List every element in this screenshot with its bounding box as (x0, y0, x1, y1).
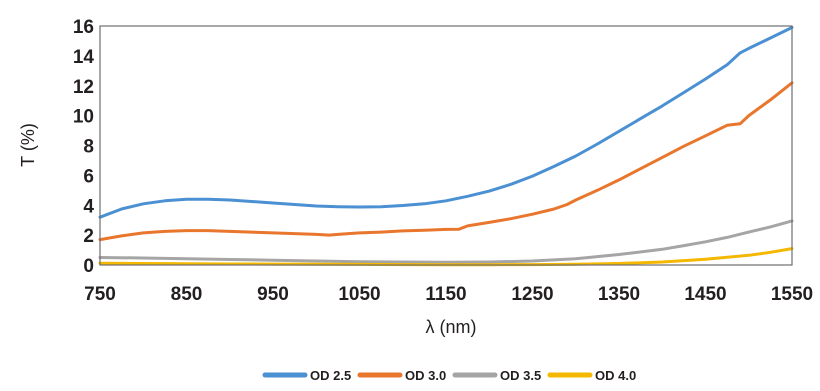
x-tick-label: 1550 (771, 284, 813, 305)
series-line-1 (98, 26, 794, 219)
x-tick-label: 1050 (338, 284, 380, 305)
y-tick-label: 10 (73, 107, 94, 128)
x-tick-label: 1250 (511, 284, 553, 305)
series-lines (98, 26, 794, 267)
y-tick-label: 8 (83, 137, 94, 158)
x-axis-label: λ (nm) (426, 317, 477, 337)
x-tick-label: 1150 (425, 284, 466, 305)
legend: OD 2.5 OD 3.0 OD 3.5 OD 4.0 (262, 368, 636, 383)
legend-label: OD 3.0 (405, 368, 446, 383)
legend-label: OD 3.5 (500, 368, 541, 383)
plot-border (99, 25, 793, 266)
x-tick-label: 1450 (684, 284, 726, 305)
series-line-2 (98, 81, 794, 242)
y-tick-label: 16 (73, 17, 94, 38)
x-tick-label: 750 (84, 284, 116, 305)
legend-label: OD 2.5 (310, 368, 351, 383)
x-tick-label: 1350 (598, 284, 640, 305)
x-tick-label: 850 (171, 284, 203, 305)
y-tick-label: 14 (73, 47, 95, 68)
legend-label: OD 4.0 (595, 368, 636, 383)
y-tick-label: 0 (83, 256, 94, 277)
x-tick-label: 950 (257, 284, 289, 305)
series-line-3 (98, 219, 794, 264)
y-tick-label: 4 (83, 196, 94, 217)
y-tick-label: 2 (83, 226, 94, 247)
y-tick-label: 12 (73, 77, 94, 98)
x-axis-ticks: 750 850 950 1050 1150 1250 1350 1450 1550 (84, 284, 813, 305)
plot-frame (99, 25, 793, 266)
y-tick-label: 6 (83, 166, 94, 187)
y-axis-label: T (%) (18, 123, 38, 167)
y-axis-ticks: 0 2 4 6 8 10 12 14 16 (73, 17, 95, 277)
